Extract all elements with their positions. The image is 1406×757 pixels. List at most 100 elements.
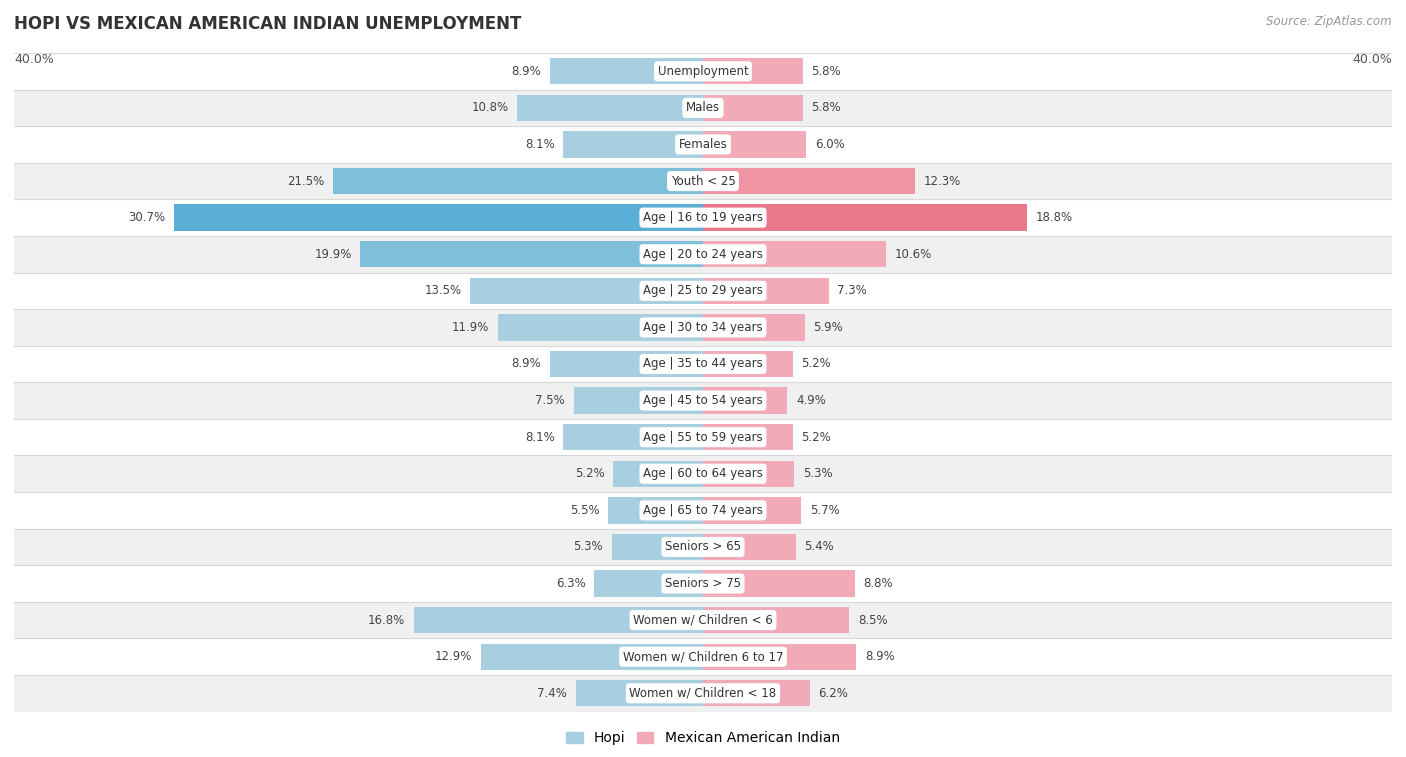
- Legend: Hopi, Mexican American Indian: Hopi, Mexican American Indian: [561, 726, 845, 751]
- Bar: [413, 607, 703, 634]
- Text: 7.4%: 7.4%: [537, 687, 567, 699]
- Bar: [14, 638, 1392, 675]
- Bar: [564, 424, 703, 450]
- Text: 19.9%: 19.9%: [315, 248, 352, 260]
- Bar: [575, 680, 703, 706]
- Bar: [703, 204, 1026, 231]
- Text: Age | 65 to 74 years: Age | 65 to 74 years: [643, 504, 763, 517]
- Text: 5.2%: 5.2%: [801, 431, 831, 444]
- Bar: [14, 163, 1392, 199]
- Text: 40.0%: 40.0%: [14, 53, 53, 66]
- Text: 13.5%: 13.5%: [425, 285, 461, 298]
- Text: 5.2%: 5.2%: [575, 467, 605, 480]
- Text: 8.5%: 8.5%: [858, 614, 887, 627]
- Bar: [703, 314, 804, 341]
- Text: 12.9%: 12.9%: [434, 650, 472, 663]
- Text: Women w/ Children < 18: Women w/ Children < 18: [630, 687, 776, 699]
- Bar: [14, 565, 1392, 602]
- Text: 7.3%: 7.3%: [838, 285, 868, 298]
- Text: Age | 60 to 64 years: Age | 60 to 64 years: [643, 467, 763, 480]
- Bar: [517, 95, 703, 121]
- Text: Age | 16 to 19 years: Age | 16 to 19 years: [643, 211, 763, 224]
- Text: 11.9%: 11.9%: [453, 321, 489, 334]
- Bar: [703, 58, 803, 85]
- Bar: [471, 278, 703, 304]
- Bar: [609, 497, 703, 524]
- Text: 16.8%: 16.8%: [368, 614, 405, 627]
- Bar: [14, 273, 1392, 309]
- Bar: [703, 607, 849, 634]
- Bar: [14, 309, 1392, 346]
- Bar: [703, 350, 793, 377]
- Bar: [613, 460, 703, 487]
- Bar: [703, 241, 886, 267]
- Text: Age | 20 to 24 years: Age | 20 to 24 years: [643, 248, 763, 260]
- Bar: [174, 204, 703, 231]
- Text: Age | 30 to 34 years: Age | 30 to 34 years: [643, 321, 763, 334]
- Bar: [14, 53, 1392, 89]
- Text: Age | 25 to 29 years: Age | 25 to 29 years: [643, 285, 763, 298]
- Text: Age | 55 to 59 years: Age | 55 to 59 years: [643, 431, 763, 444]
- Text: 6.3%: 6.3%: [557, 577, 586, 590]
- Bar: [14, 419, 1392, 456]
- Bar: [14, 528, 1392, 565]
- Text: Unemployment: Unemployment: [658, 65, 748, 78]
- Text: 8.1%: 8.1%: [524, 431, 555, 444]
- Bar: [550, 58, 703, 85]
- Text: 5.7%: 5.7%: [810, 504, 839, 517]
- Bar: [612, 534, 703, 560]
- Text: HOPI VS MEXICAN AMERICAN INDIAN UNEMPLOYMENT: HOPI VS MEXICAN AMERICAN INDIAN UNEMPLOY…: [14, 15, 522, 33]
- Bar: [14, 346, 1392, 382]
- Text: 18.8%: 18.8%: [1035, 211, 1073, 224]
- Text: Males: Males: [686, 101, 720, 114]
- Text: 5.8%: 5.8%: [811, 101, 841, 114]
- Text: 8.9%: 8.9%: [865, 650, 894, 663]
- Text: 6.0%: 6.0%: [815, 138, 845, 151]
- Text: Source: ZipAtlas.com: Source: ZipAtlas.com: [1267, 15, 1392, 28]
- Bar: [14, 236, 1392, 273]
- Text: Seniors > 75: Seniors > 75: [665, 577, 741, 590]
- Text: Age | 35 to 44 years: Age | 35 to 44 years: [643, 357, 763, 370]
- Text: 10.8%: 10.8%: [471, 101, 509, 114]
- Bar: [574, 388, 703, 414]
- Bar: [14, 382, 1392, 419]
- Text: 6.2%: 6.2%: [818, 687, 848, 699]
- Text: 4.9%: 4.9%: [796, 394, 825, 407]
- Bar: [550, 350, 703, 377]
- Text: Youth < 25: Youth < 25: [671, 175, 735, 188]
- Bar: [703, 570, 855, 597]
- Bar: [14, 456, 1392, 492]
- Bar: [14, 675, 1392, 712]
- Text: 5.3%: 5.3%: [574, 540, 603, 553]
- Text: Women w/ Children 6 to 17: Women w/ Children 6 to 17: [623, 650, 783, 663]
- Bar: [14, 492, 1392, 528]
- Text: 12.3%: 12.3%: [924, 175, 960, 188]
- Bar: [703, 131, 807, 157]
- Text: 7.5%: 7.5%: [536, 394, 565, 407]
- Text: 5.3%: 5.3%: [803, 467, 832, 480]
- Text: 8.1%: 8.1%: [524, 138, 555, 151]
- Bar: [498, 314, 703, 341]
- Text: 5.4%: 5.4%: [804, 540, 834, 553]
- Text: 21.5%: 21.5%: [287, 175, 323, 188]
- Text: 10.6%: 10.6%: [894, 248, 931, 260]
- Text: 5.9%: 5.9%: [813, 321, 844, 334]
- Bar: [595, 570, 703, 597]
- Text: 40.0%: 40.0%: [1353, 53, 1392, 66]
- Bar: [14, 199, 1392, 236]
- Text: 8.9%: 8.9%: [512, 357, 541, 370]
- Bar: [14, 602, 1392, 638]
- Bar: [703, 168, 915, 195]
- Text: Age | 45 to 54 years: Age | 45 to 54 years: [643, 394, 763, 407]
- Text: 5.5%: 5.5%: [569, 504, 599, 517]
- Text: Females: Females: [679, 138, 727, 151]
- Bar: [703, 534, 796, 560]
- Bar: [360, 241, 703, 267]
- Bar: [703, 460, 794, 487]
- Bar: [333, 168, 703, 195]
- Bar: [703, 497, 801, 524]
- Text: Women w/ Children < 6: Women w/ Children < 6: [633, 614, 773, 627]
- Text: Seniors > 65: Seniors > 65: [665, 540, 741, 553]
- Bar: [14, 126, 1392, 163]
- Bar: [703, 278, 828, 304]
